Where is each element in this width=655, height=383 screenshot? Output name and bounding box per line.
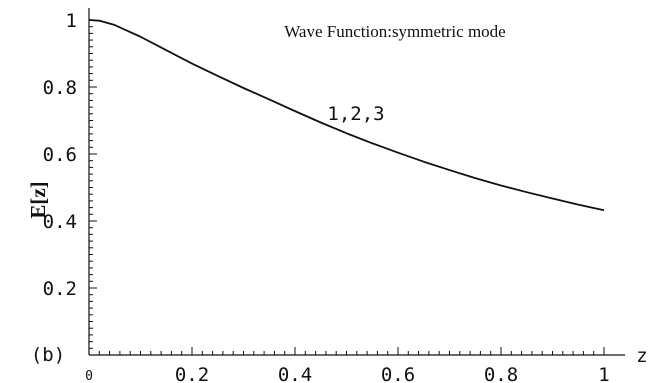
y-tick-label: 1	[66, 10, 77, 32]
series-line	[88, 19, 605, 212]
x-tick-label: 1	[598, 364, 609, 383]
ticks: 0 0.2 0.4 0.6 0.8 1 0.2 0.4 0.6 0.8 1	[43, 10, 610, 383]
x-tick-label: 0.6	[381, 364, 415, 383]
panel-label: (b)	[31, 344, 65, 366]
x-axis-label: z	[636, 345, 647, 367]
y-axis-label: E[z]	[26, 181, 50, 218]
x-tick-label: 0.4	[278, 364, 312, 383]
curve-label: 1,2,3	[327, 103, 384, 125]
axes	[88, 8, 625, 356]
chart-title: Wave Function:symmetric mode	[284, 22, 505, 41]
y-tick-label: 0.6	[43, 144, 77, 166]
y-tick-label: 0.2	[43, 278, 77, 300]
y-tick-label: 0.4	[43, 211, 77, 233]
x-tick-label: 0	[85, 369, 93, 383]
x-tick-label: 0.8	[484, 364, 518, 383]
series-group	[88, 19, 605, 212]
x-tick-label: 0.2	[175, 364, 209, 383]
y-tick-label: 0.8	[43, 77, 77, 99]
